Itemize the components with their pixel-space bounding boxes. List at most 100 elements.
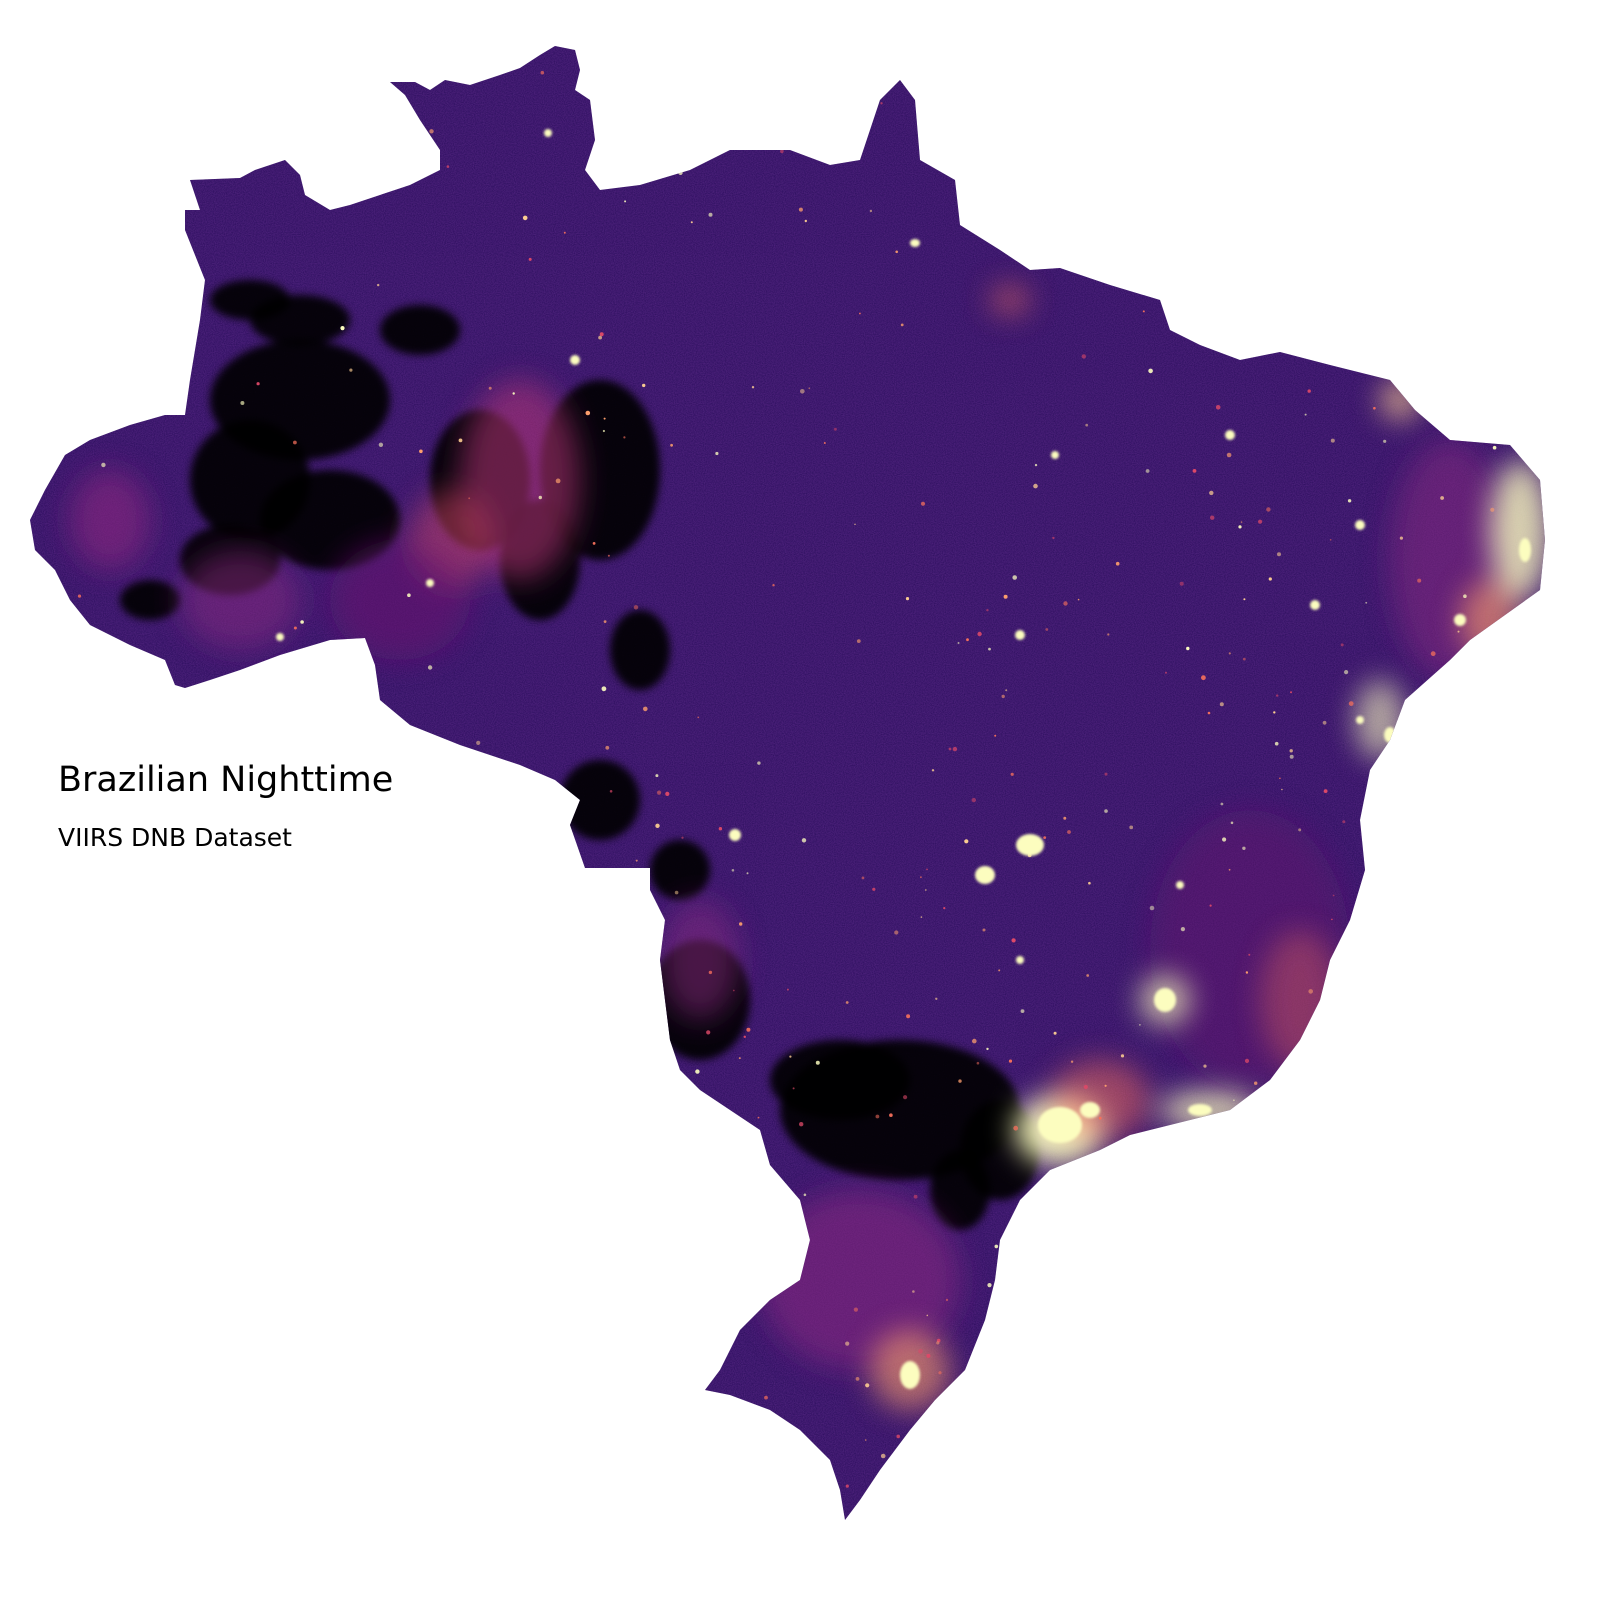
- town-light-speck: [859, 312, 861, 315]
- town-light-speck: [1168, 1229, 1173, 1235]
- town-light-speck: [472, 793, 476, 796]
- town-light-speck: [1227, 1293, 1230, 1297]
- town-light-speck: [1332, 894, 1335, 897]
- town-light-speck: [243, 1036, 248, 1041]
- town-light-speck: [598, 335, 602, 340]
- town-light-speck: [126, 1342, 129, 1346]
- town-light-speck: [1326, 1068, 1330, 1072]
- town-light-speck: [986, 609, 989, 612]
- town-light-speck: [1104, 809, 1108, 813]
- town-light-speck: [476, 740, 481, 746]
- town-light-speck: [815, 1060, 820, 1065]
- dark-patch: [930, 1150, 990, 1230]
- town-light-speck: [1273, 711, 1276, 714]
- town-light-speck: [713, 1449, 717, 1453]
- town-light-speck: [427, 665, 433, 670]
- town-light-speck: [1043, 836, 1047, 839]
- town-light-speck: [1055, 1411, 1060, 1416]
- town-light-speck: [1506, 828, 1509, 832]
- town-light-speck: [240, 401, 245, 405]
- town-light-speck: [1463, 1384, 1467, 1388]
- town-light-speck: [971, 797, 976, 803]
- town-light-speck: [894, 930, 899, 935]
- town-light-speck: [1257, 1193, 1261, 1197]
- town-light-speck: [1441, 1065, 1444, 1068]
- town-light-speck: [785, 1256, 789, 1261]
- city-light: [544, 129, 552, 137]
- town-light-speck: [739, 922, 743, 926]
- town-light-speck: [801, 838, 807, 843]
- town-light-speck: [1307, 389, 1311, 393]
- town-light-speck: [176, 323, 180, 327]
- town-light-speck: [1537, 1427, 1540, 1430]
- town-light-speck: [347, 915, 352, 920]
- town-light-speck: [738, 1057, 741, 1060]
- town-light-speck: [116, 1307, 121, 1313]
- town-light-speck: [508, 935, 512, 939]
- town-light-speck: [643, 706, 648, 712]
- town-light-speck: [697, 1448, 700, 1451]
- town-light-speck: [1149, 905, 1155, 911]
- town-light-speck: [1440, 496, 1444, 500]
- town-light-speck: [602, 429, 606, 433]
- town-light-speck: [718, 1419, 722, 1423]
- town-light-speck: [906, 1014, 911, 1019]
- town-light-speck: [670, 443, 673, 447]
- town-light-speck: [655, 774, 659, 778]
- town-light-speck: [1409, 1292, 1412, 1296]
- town-light-speck: [1240, 521, 1243, 523]
- town-light-speck: [1173, 1185, 1177, 1189]
- town-light-speck: [238, 1217, 243, 1222]
- town-light-speck: [1532, 349, 1537, 354]
- dark-patch: [650, 840, 710, 900]
- town-light-speck: [1279, 1137, 1284, 1142]
- magenta-patch: [660, 900, 740, 1020]
- town-light-speck: [800, 389, 805, 394]
- city-light: [570, 355, 580, 365]
- town-light-speck: [1098, 1215, 1102, 1218]
- town-light-speck: [514, 1139, 518, 1143]
- town-light-speck: [300, 620, 304, 624]
- town-light-speck: [746, 1027, 751, 1032]
- town-light-speck: [1457, 630, 1460, 633]
- town-light-speck: [1226, 452, 1232, 458]
- town-light-speck: [1347, 499, 1352, 503]
- town-light-speck: [289, 1176, 293, 1180]
- town-light-speck: [1466, 1272, 1469, 1275]
- town-light-speck: [952, 746, 958, 752]
- town-light-speck: [855, 1377, 860, 1381]
- town-light-speck: [920, 876, 922, 879]
- town-light-speck: [1348, 701, 1354, 706]
- town-light-speck: [1268, 1437, 1272, 1441]
- town-light-speck: [889, 1113, 893, 1117]
- town-light-speck: [1328, 266, 1331, 269]
- town-light-speck: [1383, 439, 1387, 443]
- town-light-speck: [1483, 842, 1486, 845]
- town-light-speck: [499, 1443, 504, 1447]
- town-light-speck: [328, 1465, 333, 1470]
- town-light-speck: [1088, 1297, 1091, 1300]
- town-light-speck: [538, 495, 542, 500]
- town-light-speck: [1179, 581, 1184, 586]
- town-light-speck: [861, 876, 865, 880]
- dark-patch: [120, 580, 180, 620]
- town-light-speck: [369, 676, 373, 680]
- town-light-speck: [780, 149, 784, 154]
- town-light-speck: [1380, 1008, 1383, 1012]
- town-light-speck: [130, 1422, 135, 1428]
- town-light-speck: [926, 1314, 929, 1317]
- town-light-speck: [1413, 189, 1417, 193]
- town-light-speck: [210, 1405, 215, 1411]
- town-light-speck: [786, 988, 789, 991]
- town-light-speck: [913, 1194, 918, 1199]
- town-light-speck: [772, 584, 775, 587]
- town-light-speck: [731, 869, 735, 872]
- town-light-speck: [638, 1080, 641, 1083]
- town-light-speck: [1165, 671, 1167, 674]
- town-light-speck: [609, 790, 613, 793]
- town-light-speck: [481, 1330, 487, 1336]
- town-light-speck: [1329, 539, 1332, 541]
- city-light: [1154, 988, 1176, 1012]
- town-light-speck: [171, 999, 175, 1003]
- town-light-speck: [1011, 938, 1016, 943]
